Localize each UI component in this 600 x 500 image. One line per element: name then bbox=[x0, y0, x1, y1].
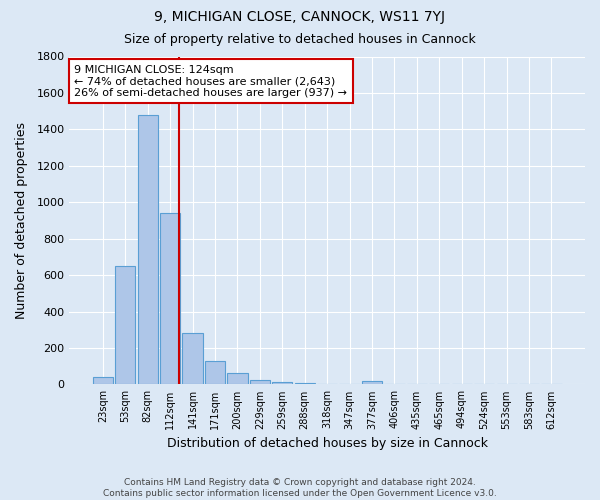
X-axis label: Distribution of detached houses by size in Cannock: Distribution of detached houses by size … bbox=[167, 437, 488, 450]
Bar bbox=[115, 266, 136, 384]
Bar bbox=[362, 381, 382, 384]
Text: Size of property relative to detached houses in Cannock: Size of property relative to detached ho… bbox=[124, 32, 476, 46]
Bar bbox=[272, 382, 292, 384]
Bar bbox=[137, 115, 158, 384]
Bar bbox=[295, 383, 315, 384]
Y-axis label: Number of detached properties: Number of detached properties bbox=[15, 122, 28, 319]
Text: 9, MICHIGAN CLOSE, CANNOCK, WS11 7YJ: 9, MICHIGAN CLOSE, CANNOCK, WS11 7YJ bbox=[155, 10, 445, 24]
Bar bbox=[93, 377, 113, 384]
Text: Contains HM Land Registry data © Crown copyright and database right 2024.
Contai: Contains HM Land Registry data © Crown c… bbox=[103, 478, 497, 498]
Bar bbox=[160, 213, 180, 384]
Bar bbox=[205, 360, 225, 384]
Bar bbox=[227, 372, 248, 384]
Bar bbox=[182, 332, 203, 384]
Text: 9 MICHIGAN CLOSE: 124sqm
← 74% of detached houses are smaller (2,643)
26% of sem: 9 MICHIGAN CLOSE: 124sqm ← 74% of detach… bbox=[74, 64, 347, 98]
Bar bbox=[250, 380, 270, 384]
